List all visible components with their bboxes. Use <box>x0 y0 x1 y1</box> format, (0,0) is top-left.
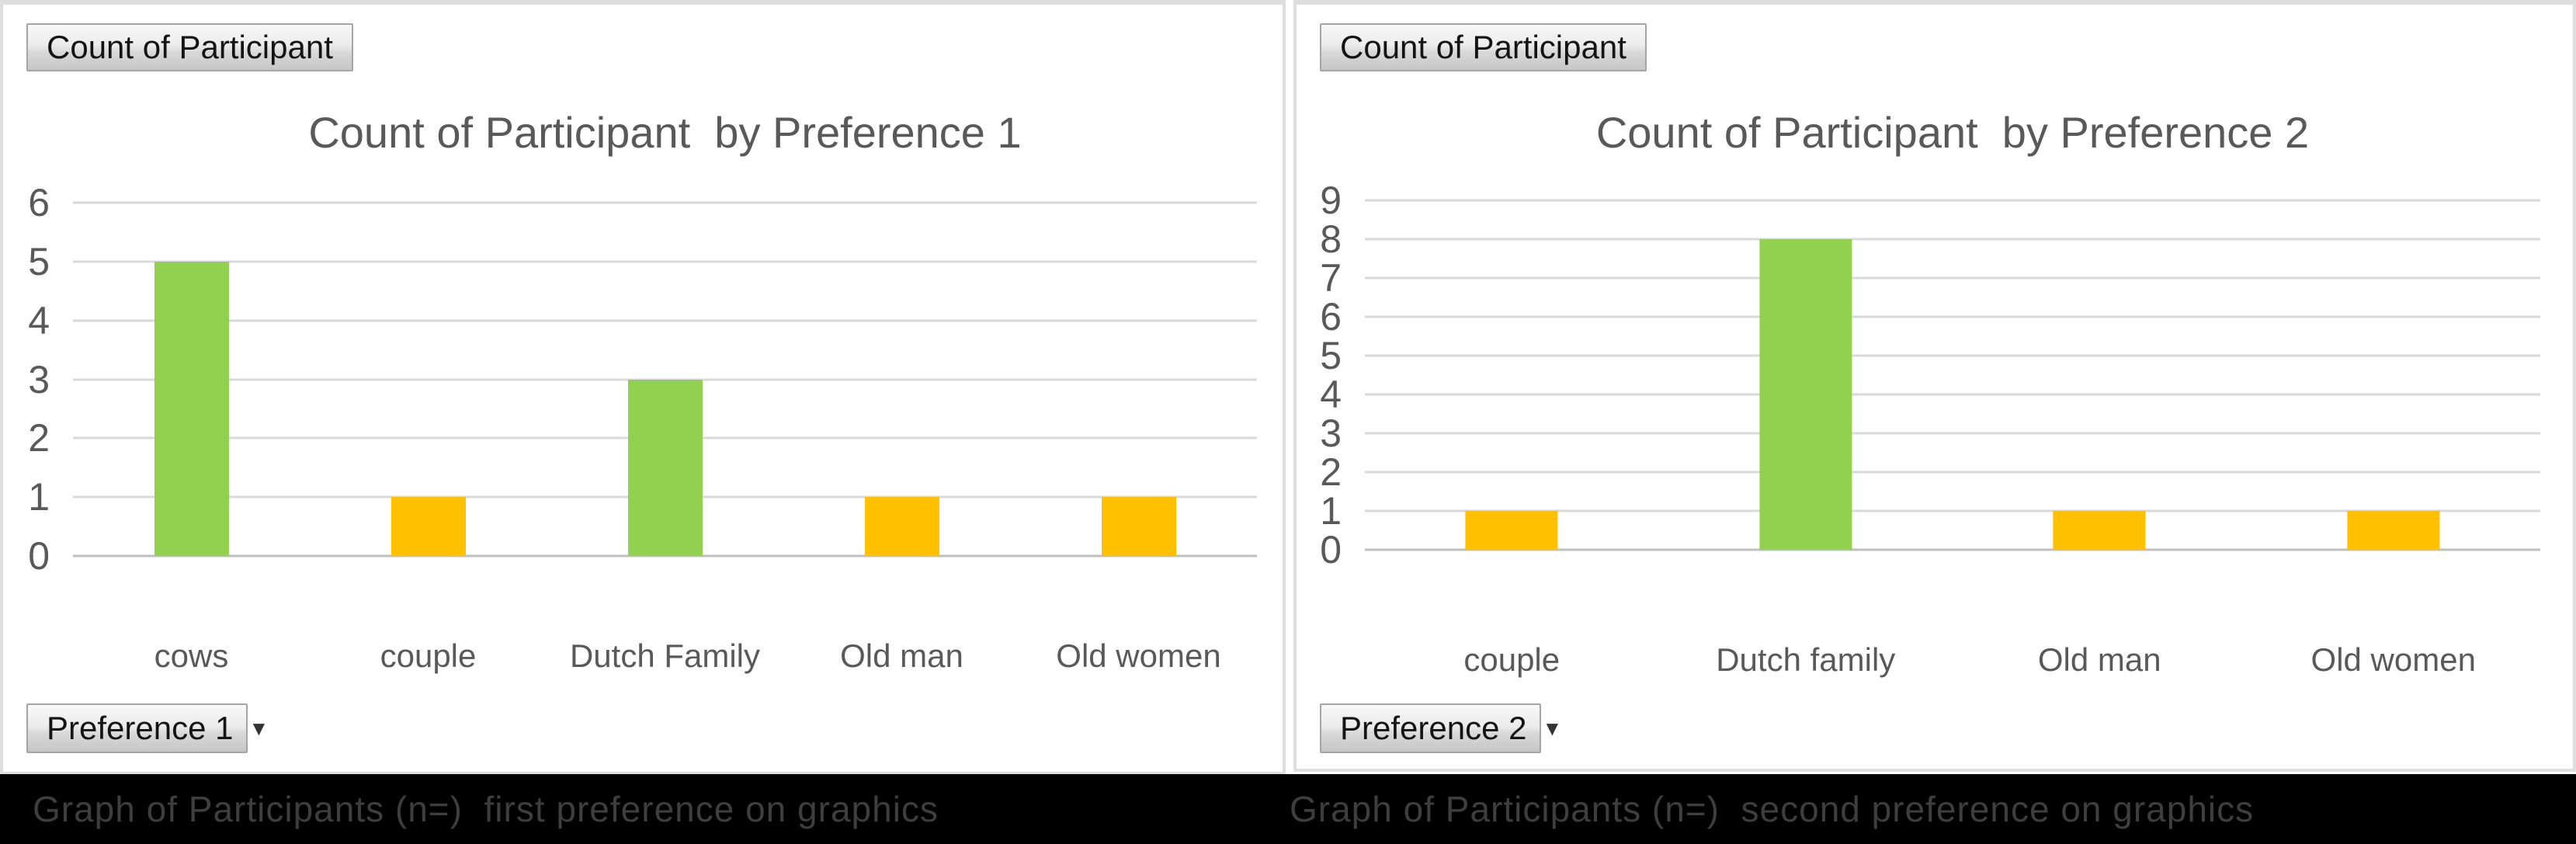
pivot-field-button[interactable]: Count of Participant <box>1320 23 1647 71</box>
gridline <box>1365 199 2540 202</box>
x-axis-line <box>1365 548 2540 551</box>
gridline <box>1365 471 2540 474</box>
y-tick-label: 5 <box>1320 334 1342 377</box>
gridline <box>1365 276 2540 280</box>
bar-couple[interactable] <box>1465 511 1558 550</box>
y-tick-label: 3 <box>28 357 50 401</box>
category-axis: cows couple Dutch Family Old man Old women <box>73 637 1257 675</box>
bar-old-women[interactable] <box>2347 511 2440 550</box>
bar-old-man[interactable] <box>864 497 939 556</box>
y-tick-label: 0 <box>1320 528 1342 571</box>
x-category-label: Old women <box>2310 641 2476 678</box>
gridline <box>1365 509 2540 512</box>
y-tick-label: 1 <box>1320 489 1342 533</box>
chart-title: Count of Participant by Preference 2 <box>1595 108 2310 157</box>
y-tick-label: 2 <box>28 416 50 460</box>
gridline <box>73 319 1257 322</box>
x-axis-line <box>73 554 1257 557</box>
bar-old-man[interactable] <box>2053 511 2146 550</box>
pivot-chart-panel-preference-1: Count of Participant Count of Participan… <box>0 0 1286 775</box>
x-category-label: couple <box>380 637 477 674</box>
x-category-label: Old man <box>840 637 963 674</box>
y-tick-label: 5 <box>28 239 50 283</box>
x-category-label: Dutch family <box>1716 641 1896 678</box>
axis-field-dropdown[interactable]: Preference 2 ▼ <box>1320 703 1562 753</box>
bar-old-women[interactable] <box>1101 497 1176 556</box>
gridline <box>1365 354 2540 357</box>
dropdown-arrow-icon: ▼ <box>248 716 269 740</box>
axis-field-dropdown[interactable]: Preference 1 ▼ <box>26 703 269 753</box>
y-tick-label: 1 <box>28 475 50 519</box>
bar-dutch-family[interactable] <box>627 379 703 556</box>
dropdown-arrow-icon: ▼ <box>1542 716 1563 740</box>
caption-left-chart: Graph of Participants (n=) first prefere… <box>33 789 939 829</box>
gridline <box>1365 315 2540 318</box>
x-category-label: Dutch Family <box>569 637 761 674</box>
caption-bar: Graph of Participants (n=) first prefere… <box>0 774 2576 844</box>
bar-dutch-family[interactable] <box>1759 239 1852 550</box>
x-category-label: Old man <box>2037 641 2161 678</box>
axis-field-label: Preference 1 <box>47 710 234 746</box>
gridline <box>1365 393 2540 396</box>
y-tick-label: 2 <box>1320 450 1342 494</box>
y-tick-label: 4 <box>28 298 50 342</box>
y-tick-label: 4 <box>1320 373 1342 416</box>
x-category-label: Old women <box>1056 637 1221 674</box>
bar-cows[interactable] <box>154 261 229 556</box>
pivot-chart-panel-preference-2: Count of Participant Count of Participan… <box>1293 0 2576 772</box>
gridline <box>1365 238 2540 241</box>
caption-right-chart: Graph of Participants (n=) second prefer… <box>1290 789 2255 829</box>
axis-field-label: Preference 2 <box>1340 710 1527 746</box>
chart-title: Count of Participant by Preference 1 <box>308 108 1022 157</box>
bar-couple[interactable] <box>391 497 466 556</box>
y-tick-label: 3 <box>1320 412 1342 456</box>
gridline <box>1365 432 2540 435</box>
x-category-label: couple <box>1463 641 1561 678</box>
pivot-field-button[interactable]: Count of Participant <box>26 23 353 71</box>
plot-area: 0 1 2 3 4 5 6 <box>28 183 1257 575</box>
gridline <box>73 260 1257 263</box>
gridline <box>73 201 1257 204</box>
y-tick-label: 7 <box>1320 256 1342 300</box>
y-tick-label: 8 <box>1320 217 1342 261</box>
y-tick-label: 6 <box>1320 295 1342 339</box>
y-tick-label: 9 <box>1320 179 1342 222</box>
y-tick-label: 6 <box>28 181 50 224</box>
category-axis: couple Dutch family Old man Old women <box>1365 641 2540 679</box>
y-tick-label: 0 <box>28 534 50 578</box>
x-category-label: cows <box>154 637 229 674</box>
